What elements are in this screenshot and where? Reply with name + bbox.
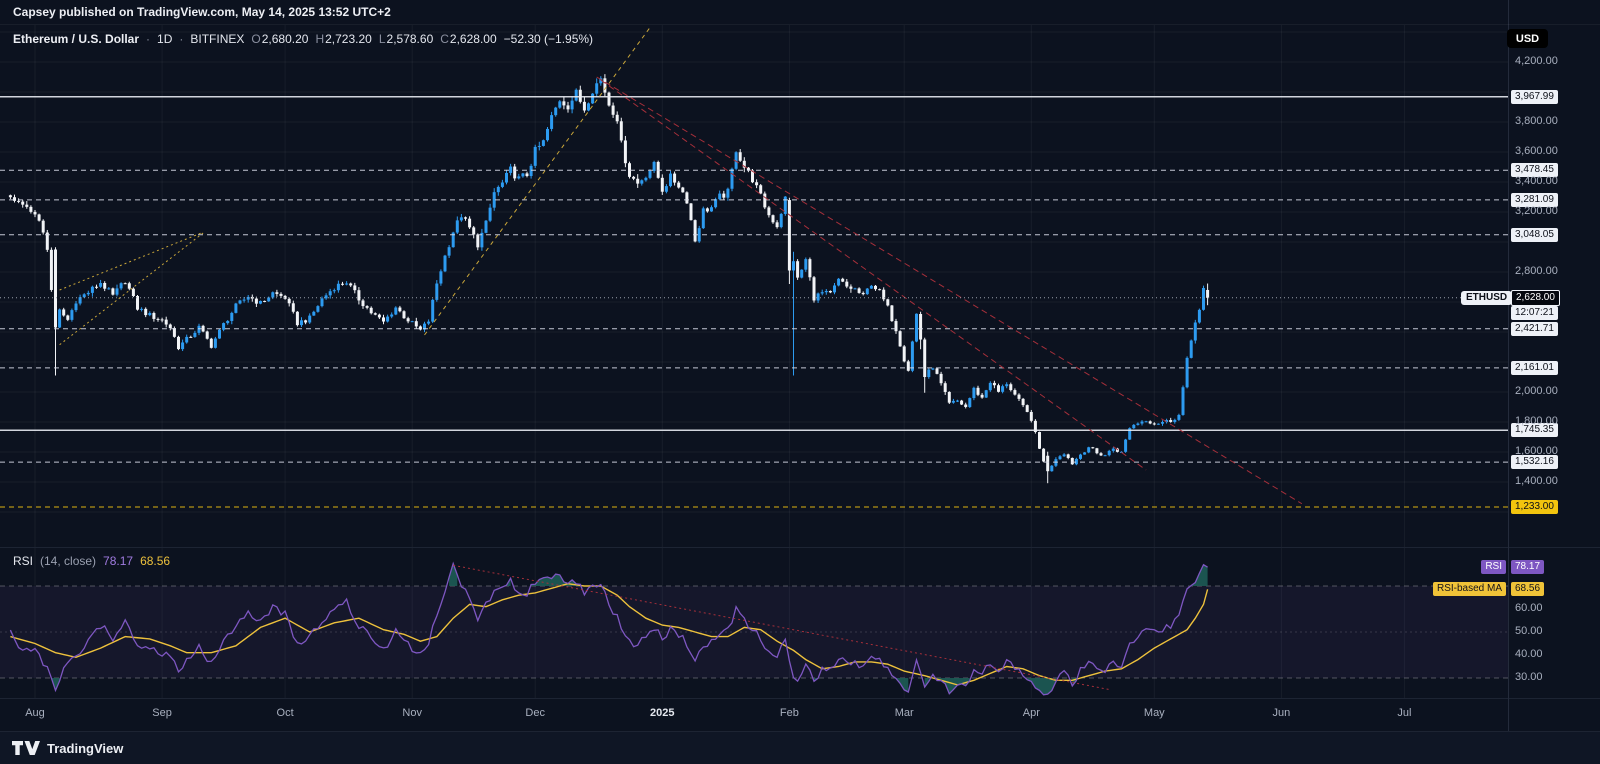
- legend-separator: ·: [179, 32, 184, 46]
- rsi-legend: RSI (14, close) 78.17 68.56: [13, 554, 170, 568]
- price-level-label: 1,745.35: [1511, 423, 1558, 438]
- rsi-params: (14, close): [40, 554, 97, 568]
- month-label[interactable]: Feb: [779, 707, 799, 719]
- rsi-ma-line[interactable]: [10, 582, 1209, 686]
- publish-text: Capsey published on TradingView.com, May…: [13, 5, 391, 19]
- footer-bar: TradingView: [0, 731, 1600, 764]
- rsi-value-badge: 78.17: [1511, 560, 1545, 575]
- month-label[interactable]: Jul: [1397, 707, 1412, 719]
- price-level-label: 2,421.71: [1511, 321, 1558, 336]
- month-label[interactable]: Oct: [276, 707, 294, 719]
- month-label[interactable]: Aug: [25, 707, 45, 719]
- candlestick-series[interactable]: [8, 74, 1210, 484]
- month-label[interactable]: May: [1143, 707, 1165, 719]
- price-level-label: 3,478.45: [1511, 163, 1558, 178]
- price-tick-label: 3,400.00: [1515, 175, 1558, 187]
- price-tick-label: 3,600.00: [1515, 145, 1558, 157]
- close-value: C2,628.00: [440, 32, 497, 46]
- tradingview-logo-icon[interactable]: [12, 740, 40, 756]
- currency-toggle-button[interactable]: USD: [1507, 29, 1548, 48]
- price-tick-label: 1,400.00: [1515, 475, 1558, 487]
- time-axis[interactable]: Aug Sep Oct Nov Dec 2025 Feb Mar Apr May Jun Jul: [0, 698, 1508, 731]
- price-tick-label: 1,800.00: [1515, 415, 1558, 427]
- change-value: −52.30 (−1.95%): [503, 32, 594, 46]
- rsi-ma-value-badge: 68.56: [1511, 582, 1545, 597]
- rsi-name-badge: RSI: [1481, 560, 1506, 575]
- symbol-title[interactable]: Ethereum / U.S. Dollar: [13, 32, 140, 46]
- price-level-label: 3,967.99: [1511, 89, 1558, 104]
- rsi-line[interactable]: [9, 561, 1208, 696]
- tradingview-wordmark[interactable]: TradingView: [47, 740, 124, 756]
- rsi-band: [0, 586, 1508, 678]
- time-axis-separator: [0, 698, 1600, 699]
- last-price-label: 2,628.00: [1511, 289, 1560, 306]
- month-label[interactable]: Nov: [402, 707, 422, 719]
- price-level-lines[interactable]: [0, 96, 1508, 508]
- month-label[interactable]: Mar: [894, 707, 914, 719]
- trend-lines[interactable]: [59, 27, 1303, 505]
- month-label[interactable]: Apr: [1022, 707, 1040, 719]
- rsi-title[interactable]: RSI: [13, 554, 34, 568]
- bar-close-countdown: 12:07:21: [1511, 305, 1558, 320]
- price-tick-label: 2,800.00: [1515, 265, 1558, 277]
- rsi-tick-label: 60.00: [1515, 602, 1543, 614]
- rsi-ma-value: 68.56: [140, 554, 171, 568]
- symbol-legend: Ethereum / U.S. Dollar · 1D · BITFINEX O…: [13, 32, 593, 46]
- publish-bar: Capsey published on TradingView.com, May…: [0, 0, 1600, 25]
- rsi-value: 78.17: [103, 554, 134, 568]
- price-level-label: 3,281.09: [1511, 192, 1558, 207]
- main-price-chart[interactable]: [0, 25, 1508, 547]
- month-label[interactable]: Sep: [152, 707, 172, 719]
- interval-label[interactable]: 1D: [157, 32, 173, 46]
- rsi-tick-label: 40.00: [1515, 648, 1543, 660]
- symbol-price-tag: ETHUSD: [1461, 290, 1513, 305]
- rsi-ma-name-badge: RSI-based MA: [1432, 582, 1506, 597]
- legend-separator: ·: [146, 32, 151, 46]
- price-axis[interactable]: 3,967.99 3,478.45 3,281.09 3,048.05 2,421.71…: [1508, 0, 1600, 731]
- month-label[interactable]: Jun: [1272, 707, 1291, 719]
- main-grid: [0, 25, 1508, 547]
- high-value: H2,723.20: [315, 32, 372, 46]
- price-tick-label: 2,000.00: [1515, 385, 1558, 397]
- rsi-tick-label: 50.00: [1515, 625, 1543, 637]
- rsi-trend-line[interactable]: [453, 564, 1110, 690]
- exchange-label: BITFINEX: [190, 32, 245, 46]
- price-tick-label: 3,800.00: [1515, 115, 1558, 127]
- low-value: L2,578.60: [378, 32, 434, 46]
- price-tick-label: 4,200.00: [1515, 55, 1558, 67]
- rsi-tick-label: 30.00: [1515, 671, 1543, 683]
- rsi-indicator-chart[interactable]: [0, 547, 1508, 698]
- price-level-label: 1,233.00: [1511, 500, 1558, 515]
- price-tick-label: 1,600.00: [1515, 445, 1558, 457]
- price-tick-label: 3,200.00: [1515, 205, 1558, 217]
- price-level-label: 2,161.01: [1511, 360, 1558, 375]
- price-level-label: 1,532.16: [1511, 455, 1558, 470]
- open-value: O2,680.20: [251, 32, 309, 46]
- pane-separator[interactable]: [0, 547, 1600, 548]
- currency-label: USD: [1515, 32, 1540, 45]
- month-label[interactable]: Dec: [525, 707, 545, 719]
- price-level-label: 3,048.05: [1511, 227, 1558, 242]
- month-label[interactable]: 2025: [650, 707, 675, 719]
